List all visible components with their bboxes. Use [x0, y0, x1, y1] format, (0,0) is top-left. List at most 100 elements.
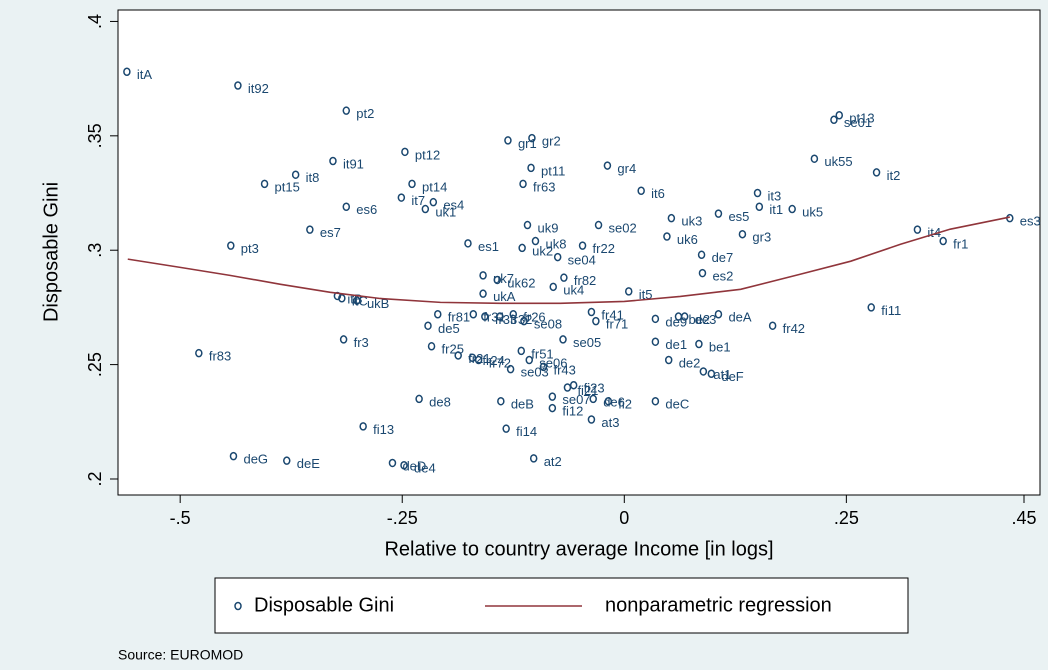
point — [429, 197, 438, 207]
point — [527, 163, 535, 173]
point-label: es4 — [443, 198, 464, 213]
point — [529, 454, 538, 463]
point — [493, 275, 502, 285]
point-label: se05 — [573, 335, 601, 350]
point-label: be2 — [688, 312, 710, 327]
point-label: fr42 — [783, 321, 805, 336]
point-label: it5 — [639, 287, 653, 302]
point — [509, 310, 518, 319]
point-label: deC — [665, 397, 689, 412]
point — [587, 307, 596, 317]
point — [651, 337, 660, 346]
point-label: se08 — [534, 317, 562, 332]
y-tick-label: .3 — [85, 243, 105, 258]
source-note: Source: EUROMOD — [118, 647, 243, 663]
point-label: se07 — [562, 392, 590, 407]
point — [479, 271, 487, 280]
point-label: fr3 — [354, 335, 369, 350]
point — [651, 396, 660, 406]
y-tick-label: .25 — [85, 352, 105, 377]
point-label: fr1 — [953, 236, 968, 251]
y-axis-title: Disposable Gini — [40, 182, 62, 322]
point — [464, 239, 472, 248]
point — [502, 424, 510, 433]
point — [549, 282, 557, 292]
point-label: itA — [137, 67, 153, 82]
point-label: uk7 — [493, 271, 514, 286]
point — [481, 312, 489, 321]
point-label: fr82 — [574, 273, 596, 288]
point — [755, 202, 764, 211]
point — [651, 314, 660, 324]
point-label: deG — [243, 452, 268, 467]
point-label: de8 — [429, 394, 451, 409]
point-label: fr83 — [209, 349, 231, 364]
point — [506, 364, 515, 374]
point-label: pt15 — [275, 179, 300, 194]
point — [517, 346, 526, 356]
point — [664, 355, 673, 365]
point — [518, 243, 526, 253]
point — [229, 451, 238, 461]
point — [592, 316, 600, 326]
point-label: uk2 — [532, 243, 553, 258]
point-label: de5 — [438, 321, 460, 336]
point — [306, 225, 314, 234]
point-label: it4 — [927, 225, 941, 240]
point-label: it91 — [343, 156, 364, 171]
point-label: uk5 — [802, 204, 823, 219]
point — [539, 362, 548, 372]
point-label: fi12 — [562, 404, 583, 419]
point — [528, 133, 536, 143]
point-label: fi23 — [584, 381, 605, 396]
point-label: pt3 — [241, 241, 259, 256]
point-label: deA — [728, 310, 751, 325]
point-label: uk3 — [681, 214, 702, 229]
point — [872, 168, 881, 177]
point-label: deD — [402, 458, 426, 473]
point — [589, 394, 597, 404]
point-label: it2 — [887, 168, 901, 183]
point-label: fr33 — [495, 312, 517, 327]
point-label: fr26 — [523, 310, 545, 325]
point-label: es6 — [356, 202, 377, 217]
point — [427, 342, 436, 351]
point — [195, 348, 203, 358]
point — [519, 179, 527, 189]
point — [504, 136, 512, 145]
point — [523, 220, 532, 230]
point-label: be1 — [709, 339, 731, 354]
legend-marker — [234, 601, 242, 611]
point-label: at2 — [544, 454, 562, 469]
point — [421, 204, 430, 214]
point-label: es3 — [1020, 214, 1041, 229]
point — [587, 415, 596, 424]
point — [680, 312, 689, 321]
point-label: de7 — [712, 250, 734, 265]
point-label: es2 — [712, 269, 733, 284]
point — [520, 316, 528, 326]
point-label: pt12 — [415, 147, 440, 162]
point-label: de1 — [665, 337, 687, 352]
point-label: de9 — [665, 314, 687, 329]
point-label: se02 — [609, 220, 637, 235]
point — [260, 179, 269, 189]
point — [469, 310, 478, 319]
point — [415, 394, 423, 404]
y-tick-label: .35 — [85, 123, 105, 148]
point — [359, 422, 367, 431]
point-label: uk9 — [537, 220, 558, 235]
point — [835, 110, 844, 120]
point — [329, 156, 337, 166]
point-label: uk8 — [545, 236, 566, 251]
point-label: fi2 — [618, 397, 632, 412]
point — [408, 179, 416, 189]
point-label: pt14 — [422, 179, 447, 194]
point — [637, 186, 645, 195]
point-label: fr63 — [533, 179, 555, 194]
point — [667, 213, 676, 223]
point-label: se04 — [568, 253, 596, 268]
point — [603, 161, 612, 170]
point — [699, 367, 708, 376]
point-label: deF — [721, 369, 743, 384]
